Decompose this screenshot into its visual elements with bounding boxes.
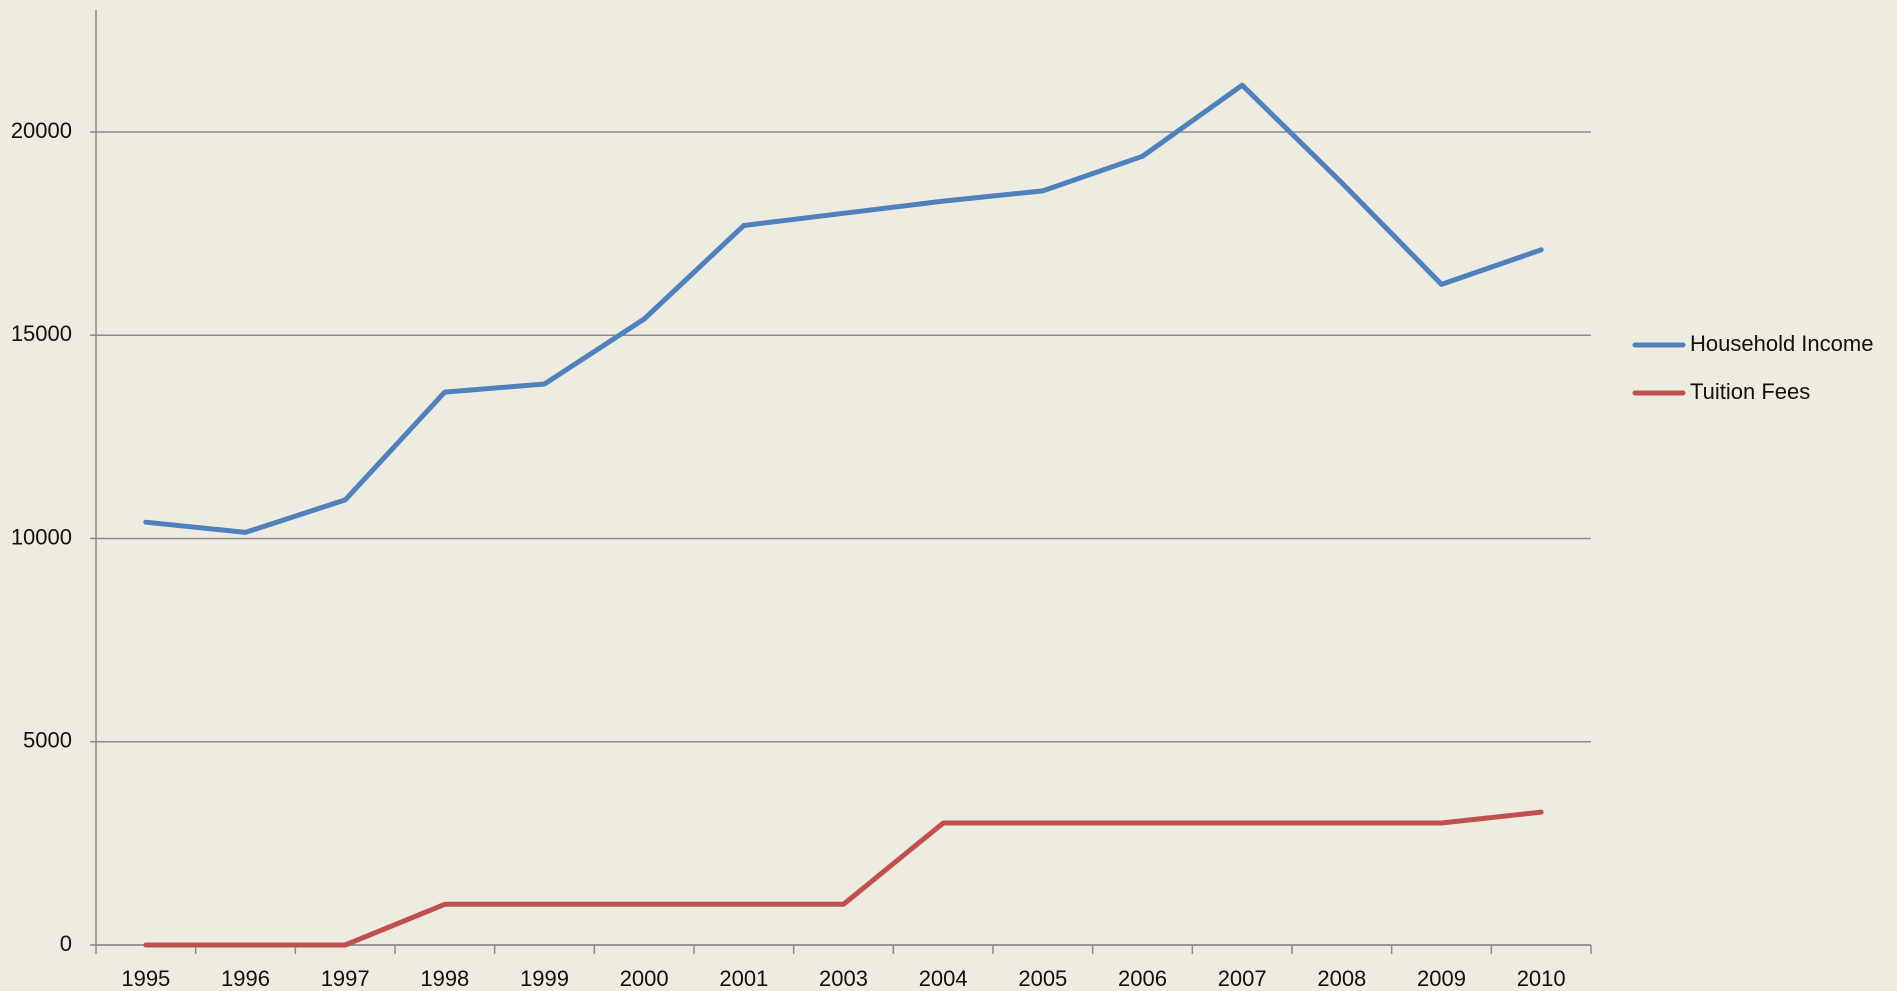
x-tick-label: 2001: [719, 966, 768, 991]
legend-label: Household Income: [1690, 331, 1873, 356]
x-tick-label: 2010: [1517, 966, 1566, 991]
x-tick-label: 2009: [1417, 966, 1466, 991]
x-tick-label: 1996: [221, 966, 270, 991]
x-tick-label: 2000: [620, 966, 669, 991]
x-tick-label: 1998: [420, 966, 469, 991]
y-tick-label: 20000: [11, 118, 72, 143]
x-tick-label: 2007: [1218, 966, 1267, 991]
x-tick-label: 2005: [1018, 966, 1067, 991]
x-tick-label: 1997: [321, 966, 370, 991]
x-tick-label: 1999: [520, 966, 569, 991]
y-tick-label: 10000: [11, 524, 72, 549]
series-line: [143, 809, 1544, 948]
y-tick-label: 15000: [11, 321, 72, 346]
legend-label: Tuition Fees: [1690, 379, 1810, 404]
x-tick-label: 1995: [121, 966, 170, 991]
x-tick-label: 2004: [919, 966, 968, 991]
x-tick-label: 2003: [819, 966, 868, 991]
x-tick-label: 2008: [1317, 966, 1366, 991]
x-tick-label: 2006: [1118, 966, 1167, 991]
y-tick-label: 0: [60, 931, 72, 956]
y-tick-label: 5000: [23, 728, 72, 753]
series-line: [143, 82, 1544, 535]
